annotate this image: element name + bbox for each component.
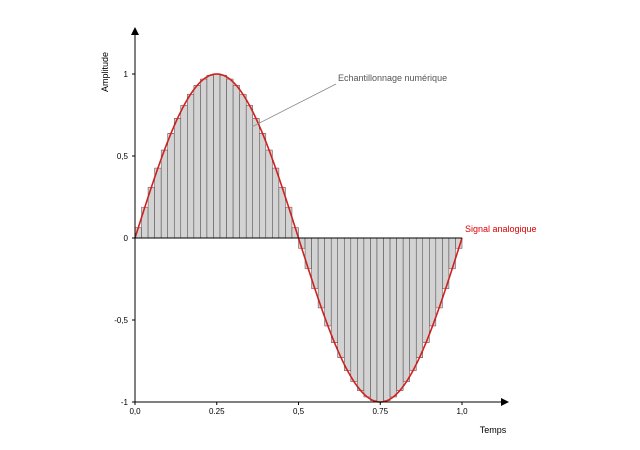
- sample-bar: [232, 85, 240, 239]
- sample-bar: [265, 149, 273, 239]
- sample-bar: [259, 133, 267, 239]
- x-tick-label: 0.25: [209, 407, 225, 416]
- sample-bar: [200, 78, 208, 239]
- sample-bar: [252, 118, 260, 239]
- sample-bar: [415, 237, 424, 358]
- y-tick-label: 0: [124, 234, 129, 243]
- sample-bar: [324, 237, 332, 327]
- sample-bar: [376, 237, 384, 403]
- annotation-leader-line: [252, 83, 337, 127]
- sample-bar: [357, 237, 365, 391]
- sample-bar: [429, 237, 437, 327]
- sample-bar: [160, 149, 168, 239]
- x-tick-label: 1,0: [456, 407, 468, 416]
- sample-bar: [154, 167, 162, 239]
- x-tick-label: 0,5: [293, 407, 305, 416]
- y-tick-label: 1: [124, 70, 129, 79]
- sample-bar: [350, 237, 358, 382]
- x-tick-label: 0.75: [372, 407, 388, 416]
- sample-bar: [402, 237, 410, 382]
- y-tick-label: 0,5: [117, 152, 129, 161]
- x-ticks-group: 0,0 0.25 0,5 0.75 1,0: [129, 402, 468, 416]
- sample-bar: [193, 85, 201, 239]
- sample-bar: [422, 237, 430, 343]
- sample-bar: [213, 73, 221, 239]
- sample-bar: [435, 237, 443, 309]
- sample-bar: [239, 94, 247, 239]
- sample-bar: [389, 237, 397, 398]
- sample-bar: [330, 237, 338, 343]
- sample-bar: [226, 78, 234, 239]
- sample-bar: [337, 237, 345, 358]
- y-axis-title: Amplitude: [100, 52, 110, 92]
- sample-bar: [344, 237, 352, 371]
- sample-bar: [363, 237, 371, 398]
- sample-bar: [206, 75, 214, 239]
- sample-bar: [272, 167, 280, 239]
- sample-bar: [317, 237, 325, 309]
- sample-bar: [370, 237, 378, 401]
- sample-bar: [219, 75, 227, 239]
- y-ticks-group: 1 0,5 0 -0,5 -1: [114, 70, 135, 407]
- x-tick-label: 0,0: [129, 407, 141, 416]
- annotation-signal-label: Signal analogique: [465, 224, 537, 234]
- sample-bar: [396, 237, 404, 391]
- y-tick-label: -1: [121, 398, 129, 407]
- sample-bar: [173, 118, 182, 239]
- annotation-sampling-label: Echantillonnage numérique: [338, 73, 447, 83]
- sample-bar: [180, 105, 188, 239]
- sample-bar: [409, 237, 417, 371]
- x-axis-title: Temps: [480, 425, 507, 435]
- sample-bar: [245, 105, 253, 239]
- sample-bar: [383, 237, 391, 401]
- y-tick-label: -0,5: [114, 316, 128, 325]
- sample-bar: [187, 94, 195, 239]
- sample-bar: [167, 133, 175, 239]
